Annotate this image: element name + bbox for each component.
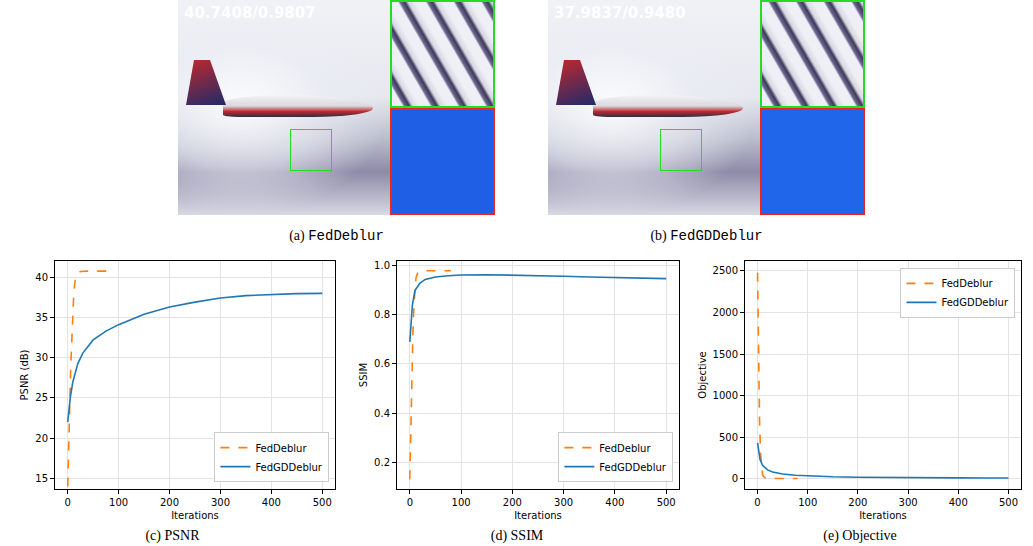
svg-text:1000: 1000: [713, 390, 738, 401]
html-text:(b) FedGDDeblur: (b) FedGDDeblur: [650, 228, 763, 244]
svg-text:200: 200: [160, 497, 179, 508]
svg-text:FedDeblur: FedDeblur: [599, 443, 651, 454]
svg-text:PSNR (dB): PSNR (dB): [19, 349, 30, 400]
svg-text:1500: 1500: [713, 349, 738, 360]
svg-text:Iterations: Iterations: [859, 510, 907, 521]
svg-text:FedDeblur: FedDeblur: [255, 443, 307, 454]
svg-text:15: 15: [35, 473, 48, 484]
svg-text:100: 100: [798, 497, 817, 508]
html-text:40.7408/0.9807: 40.7408/0.9807: [184, 4, 316, 22]
svg-text:0: 0: [754, 497, 760, 508]
svg-text:Objective: Objective: [697, 351, 708, 398]
svg-text:300: 300: [899, 497, 918, 508]
svg-text:2000: 2000: [713, 307, 738, 318]
svg-text:500: 500: [657, 497, 676, 508]
svg-text:300: 300: [554, 497, 573, 508]
svg-text:0.2: 0.2: [374, 457, 390, 468]
svg-text:0: 0: [407, 497, 413, 508]
svg-text:30: 30: [35, 352, 48, 363]
svg-text:1.0: 1.0: [374, 260, 390, 271]
svg-text:400: 400: [605, 497, 624, 508]
svg-text:0: 0: [65, 497, 71, 508]
svg-text:200: 200: [848, 497, 867, 508]
svg-text:200: 200: [503, 497, 522, 508]
svg-text:100: 100: [452, 497, 471, 508]
html-text:(d) SSIM: (d) SSIM: [490, 528, 544, 543]
svg-text:500: 500: [313, 497, 332, 508]
svg-text:Iterations: Iterations: [514, 510, 562, 521]
html-text:(e) Objective: (e) Objective: [823, 528, 897, 543]
html-text:(c) PSNR: (c) PSNR: [145, 528, 200, 543]
svg-text:FedGDDeblur: FedGDDeblur: [941, 297, 1008, 308]
svg-text:FedGDDeblur: FedGDDeblur: [255, 462, 322, 473]
svg-text:FedGDDeblur: FedGDDeblur: [599, 462, 666, 473]
html-text:(a) FedDeblur: (a) FedDeblur: [289, 228, 384, 244]
svg-text:SSIM: SSIM: [358, 363, 369, 387]
html-text:37.9837/0.9480: 37.9837/0.9480: [554, 4, 686, 22]
svg-text:0.8: 0.8: [374, 309, 390, 320]
svg-text:0: 0: [732, 473, 738, 484]
svg-text:2500: 2500: [713, 265, 738, 276]
svg-text:25: 25: [35, 392, 48, 403]
svg-text:400: 400: [262, 497, 281, 508]
svg-text:35: 35: [35, 312, 48, 323]
svg-text:40: 40: [35, 272, 48, 283]
svg-text:500: 500: [999, 497, 1018, 508]
svg-text:100: 100: [109, 497, 128, 508]
svg-text:20: 20: [35, 433, 48, 444]
svg-text:FedDeblur: FedDeblur: [941, 278, 993, 289]
svg-text:500: 500: [719, 432, 738, 443]
svg-text:0.6: 0.6: [374, 358, 390, 369]
svg-text:400: 400: [949, 497, 968, 508]
svg-text:Iterations: Iterations: [171, 510, 219, 521]
svg-text:0.4: 0.4: [374, 408, 390, 419]
svg-text:300: 300: [211, 497, 230, 508]
